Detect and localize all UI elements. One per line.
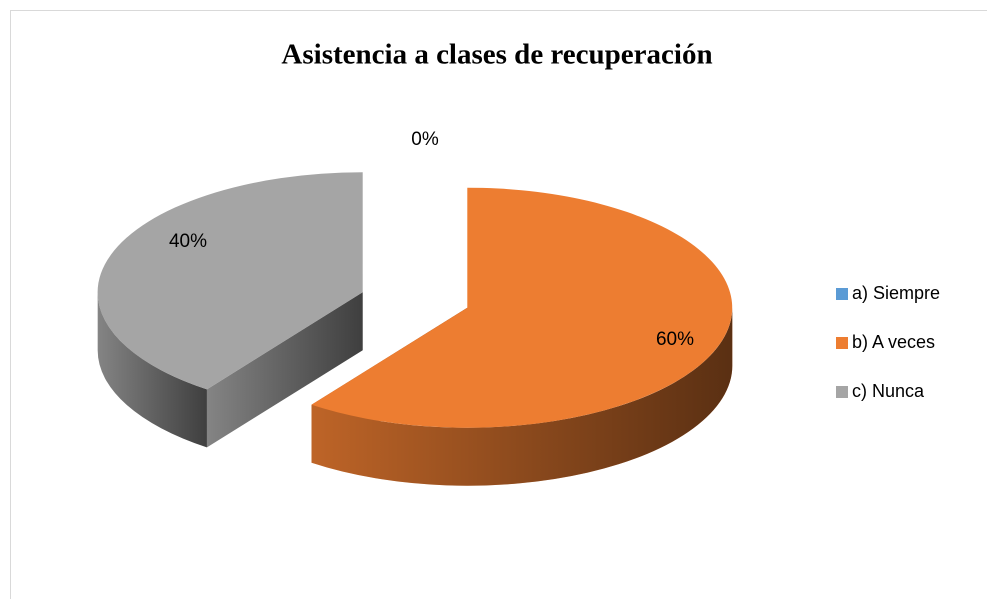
chart-title: Asistencia a clases de recuperación <box>281 39 712 71</box>
data-label: 40% <box>169 231 207 252</box>
data-label: 60% <box>656 329 694 350</box>
legend-swatch <box>836 386 848 398</box>
legend-swatch <box>836 337 848 349</box>
pie-side-shade <box>206 292 363 448</box>
legend-swatch <box>836 288 848 300</box>
pie-slice <box>97 172 363 390</box>
chart-frame <box>10 10 987 599</box>
legend-label: c) Nunca <box>852 381 925 401</box>
pie-slice <box>311 187 733 428</box>
pie-side-shade <box>97 292 207 448</box>
pie-side-shade <box>311 307 733 486</box>
data-label: 0% <box>411 129 439 150</box>
legend-label: a) Siempre <box>852 283 940 303</box>
legend-label: b) A veces <box>852 332 935 352</box>
